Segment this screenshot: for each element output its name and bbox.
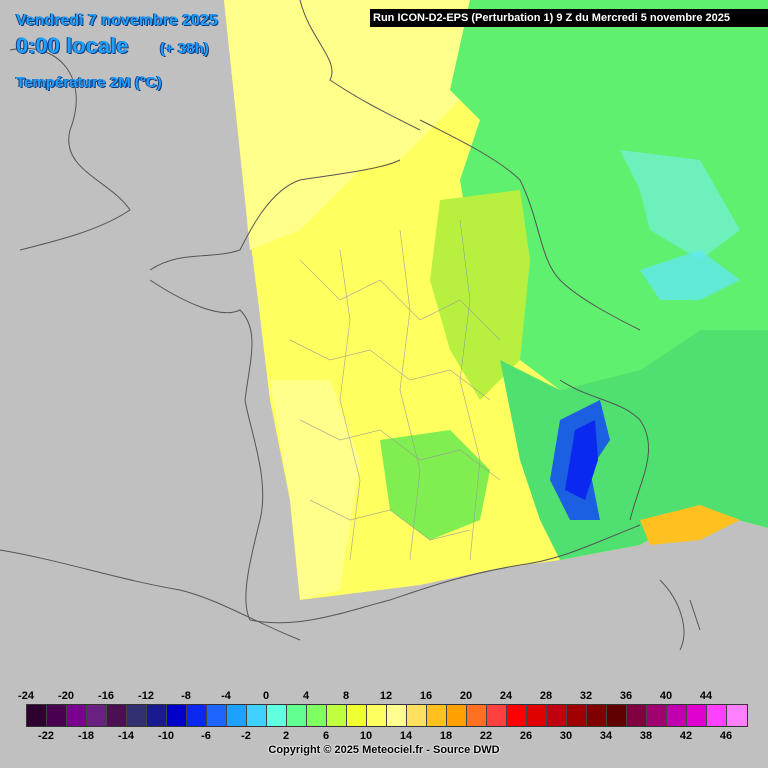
legend-swatch	[667, 705, 687, 726]
legend-swatch	[467, 705, 487, 726]
legend-swatch	[487, 705, 507, 726]
legend-swatch	[187, 705, 207, 726]
legend-swatch	[67, 705, 87, 726]
legend-swatch	[287, 705, 307, 726]
legend-tick-label: -8	[181, 690, 191, 702]
legend-swatch	[47, 705, 67, 726]
legend-swatch	[627, 705, 647, 726]
legend-tick-label: 36	[619, 690, 633, 702]
legend-tick-label: 6	[322, 730, 330, 742]
forecast-time: 0:00 locale	[16, 33, 129, 58]
legend-tick-label: -16	[98, 690, 114, 702]
legend-swatch	[87, 705, 107, 726]
legend-tick-label: 34	[599, 730, 613, 742]
legend-tick-label: 32	[579, 690, 593, 702]
legend-tick-label: 42	[679, 730, 693, 742]
legend-swatch	[707, 705, 727, 726]
legend-tick-label: -6	[201, 730, 211, 742]
legend-tick-label: -18	[78, 730, 94, 742]
legend-tick-label: 24	[499, 690, 513, 702]
legend-tick-label: 20	[459, 690, 473, 702]
legend-swatch	[567, 705, 587, 726]
legend-tick-label: 18	[439, 730, 453, 742]
legend-swatch	[587, 705, 607, 726]
legend-swatch	[107, 705, 127, 726]
legend-swatch	[607, 705, 627, 726]
legend-tick-label: -22	[38, 730, 54, 742]
legend-swatch	[527, 705, 547, 726]
legend-tick-label: 28	[539, 690, 553, 702]
legend-swatch	[247, 705, 267, 726]
legend-tick-label: 38	[639, 730, 653, 742]
legend-tick-label: 12	[379, 690, 393, 702]
legend-swatch	[507, 705, 527, 726]
legend-tick-label: 8	[342, 690, 350, 702]
lead-time: (+ 38h)	[160, 40, 209, 57]
legend-tick-label: 4	[302, 690, 310, 702]
parameter-label: Température 2M (°C)	[16, 74, 162, 91]
legend-tick-label: -4	[221, 690, 231, 702]
legend-tick-label: -14	[118, 730, 134, 742]
legend-swatch	[647, 705, 667, 726]
legend-tick-label: -10	[158, 730, 174, 742]
legend-tick-label: 44	[699, 690, 713, 702]
legend-tick-label: 10	[359, 730, 373, 742]
forecast-date: Vendredi 7 novembre 2025	[16, 12, 218, 29]
legend-swatch	[447, 705, 467, 726]
legend-swatch	[687, 705, 707, 726]
legend-color-bar	[26, 704, 748, 727]
legend-swatch	[147, 705, 167, 726]
legend-swatch	[387, 705, 407, 726]
legend-swatch	[427, 705, 447, 726]
legend-tick-label: -20	[58, 690, 74, 702]
legend-swatch	[307, 705, 327, 726]
color-legend: -24 -20 -16 -12 -8 -4 0 4 8 12 16 20 24 28 32 36 40 44 -2…	[0, 686, 768, 768]
legend-swatch	[547, 705, 567, 726]
legend-tick-label: 46	[719, 730, 733, 742]
legend-tick-label: 22	[479, 730, 493, 742]
copyright-text: Copyright © 2025 Meteociel.fr - Source D…	[268, 744, 500, 756]
legend-tick-label: 16	[419, 690, 433, 702]
legend-swatch	[727, 705, 747, 726]
legend-tick-label: -2	[241, 730, 251, 742]
legend-tick-label: 26	[519, 730, 533, 742]
legend-swatch	[267, 705, 287, 726]
legend-swatch	[367, 705, 387, 726]
legend-tick-label: -24	[18, 690, 34, 702]
legend-swatch	[347, 705, 367, 726]
legend-swatch	[227, 705, 247, 726]
legend-tick-label: 14	[399, 730, 413, 742]
legend-tick-label: 40	[659, 690, 673, 702]
legend-swatch	[407, 705, 427, 726]
legend-tick-label: -12	[138, 690, 154, 702]
legend-tick-label: 30	[559, 730, 573, 742]
legend-swatch	[207, 705, 227, 726]
legend-swatch	[27, 705, 47, 726]
legend-tick-label: 2	[282, 730, 290, 742]
legend-swatch	[327, 705, 347, 726]
legend-tick-label: 0	[262, 690, 270, 702]
run-info-banner: Run ICON-D2-EPS (Perturbation 1) 9 Z du …	[370, 9, 768, 27]
legend-swatch	[167, 705, 187, 726]
legend-swatch	[127, 705, 147, 726]
